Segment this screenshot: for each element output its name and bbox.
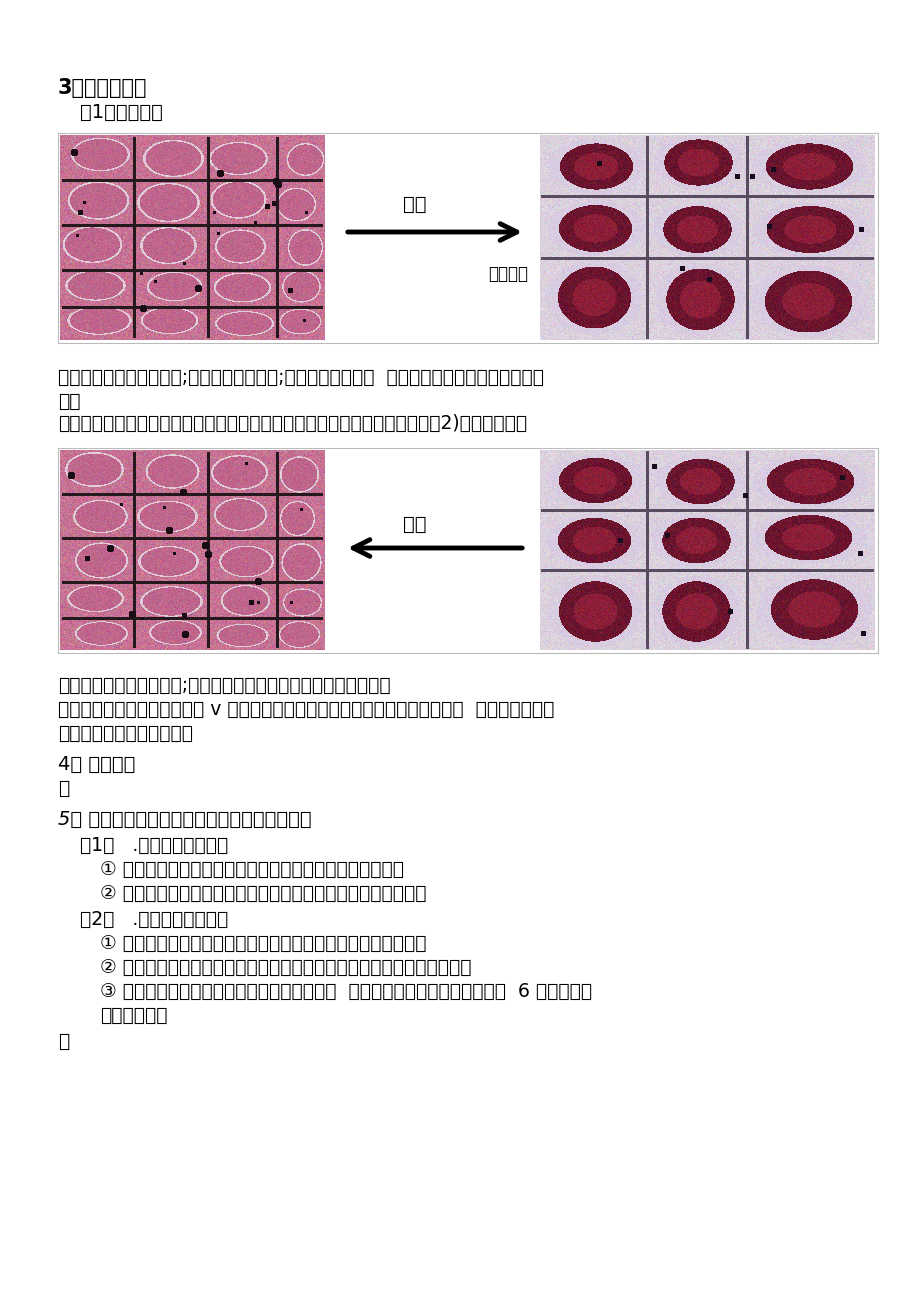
Text: 壁。: 壁。 (58, 392, 81, 410)
Text: （1）质壁分离: （1）质壁分离 (80, 103, 163, 122)
Text: 现象：液泡体积（变小）;液泡颜色（变深）;细胞大小基本不变  内因：原生质层收缩性大于细胞: 现象：液泡体积（变小）;液泡颜色（变深）;细胞大小基本不变 内因：原生质层收缩性… (58, 367, 543, 387)
Text: ② 在溶质不能穿膜的溶液中细胞只会发生质壁分离现象，不能自动复原。: ② 在溶质不能穿膜的溶液中细胞只会发生质壁分离现象，不能自动复原。 (100, 958, 471, 977)
Text: 条件、外因：当外界溶液浓度）细胞液浓度时，植物渗透失水，体积缩小。（2)质壁分离复原: 条件、外因：当外界溶液浓度）细胞液浓度时，植物渗透失水，体积缩小。（2)质壁分离… (58, 414, 527, 433)
Text: 3、结果与分析: 3、结果与分析 (58, 78, 147, 98)
Text: （1）   .从细胞角度分析：: （1） .从细胞角度分析： (80, 837, 228, 855)
Bar (58, 133, 877, 343)
Text: 4、 易错警示: 4、 易错警示 (58, 754, 135, 774)
Text: 吸水: 吸水 (403, 515, 426, 534)
Text: 5、 判断细胞是否发生质壁分离及复原时的规律: 5、 判断细胞是否发生质壁分离及复原时的规律 (58, 810, 312, 829)
Text: 略: 略 (58, 779, 69, 797)
Text: 失水: 失水 (403, 195, 426, 214)
Text: 现象：液泡体积（变大）;液泡颜色（变浅），细胞大小基本不变。: 现象：液泡体积（变大）;液泡颜色（变浅），细胞大小基本不变。 (58, 676, 391, 694)
Text: （2）   .从溶液角度分析：: （2） .从溶液角度分析： (80, 909, 228, 929)
Text: 验的拓展应用: 验的拓展应用 (100, 1006, 167, 1025)
Bar (58, 448, 877, 653)
Text: ① 在溶质可穿膜的溶液中细胞会发生质壁分离后自动复原现象。: ① 在溶质可穿膜的溶液中细胞会发生质壁分离后自动复原现象。 (100, 934, 426, 952)
Text: 会出现质壁分离复原现象。: 会出现质壁分离复原现象。 (58, 724, 193, 743)
Text: ③ 在高浓度溶液中细胞可发生质壁分离现象，  但会因过度失水而死亡不再复原  6 质壁分离实: ③ 在高浓度溶液中细胞可发生质壁分离现象， 但会因过度失水而死亡不再复原 6 质… (100, 982, 592, 1001)
Text: 条件、外因：当外界溶液浓度 v 细胞液浓度，植物细胞通过渗透作用吸水，发生  质壁分离的细胞: 条件、外因：当外界溶液浓度 v 细胞液浓度，植物细胞通过渗透作用吸水，发生 质壁… (58, 700, 554, 719)
Text: 外界溶液: 外界溶液 (487, 265, 528, 283)
Text: ② 死细胞、动物细胞及未成熟的植物细胞不发生质壁分离现象。: ② 死细胞、动物细胞及未成熟的植物细胞不发生质壁分离现象。 (100, 883, 426, 903)
Text: 略: 略 (58, 1032, 69, 1052)
Text: ① 具有中央大液泡的成熟植物细胞才可发生质壁分离现象。: ① 具有中央大液泡的成熟植物细胞才可发生质壁分离现象。 (100, 860, 403, 880)
